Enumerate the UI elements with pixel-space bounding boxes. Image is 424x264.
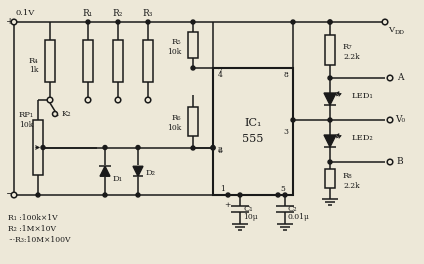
Text: 10μ: 10μ	[243, 213, 258, 221]
Circle shape	[103, 193, 107, 197]
Text: D₂: D₂	[146, 169, 156, 177]
Text: R₁: R₁	[83, 8, 93, 17]
Circle shape	[11, 19, 17, 25]
Circle shape	[328, 76, 332, 80]
Text: R₁ :100k×1V: R₁ :100k×1V	[8, 214, 58, 222]
Polygon shape	[133, 166, 143, 176]
Circle shape	[103, 145, 107, 149]
Text: R₄: R₄	[28, 57, 38, 65]
Text: V₀: V₀	[395, 116, 405, 125]
Bar	[188, 107, 198, 136]
Circle shape	[191, 146, 195, 150]
Circle shape	[86, 20, 90, 24]
Text: IC₁: IC₁	[244, 119, 262, 129]
Text: R₇: R₇	[343, 43, 353, 51]
Circle shape	[11, 192, 17, 198]
Circle shape	[387, 159, 393, 165]
Text: 6: 6	[218, 147, 223, 155]
Circle shape	[41, 145, 45, 149]
Bar	[83, 40, 93, 82]
Text: 3: 3	[284, 128, 288, 135]
Polygon shape	[324, 135, 336, 147]
Text: R₃: R₃	[143, 8, 153, 17]
Text: 2.2k: 2.2k	[343, 182, 360, 190]
Text: 10k: 10k	[167, 48, 181, 56]
Text: R₂ :1M×10V: R₂ :1M×10V	[8, 225, 56, 233]
Text: R₈: R₈	[343, 172, 353, 180]
Text: 10k: 10k	[19, 121, 33, 129]
Text: 2: 2	[218, 147, 223, 154]
Circle shape	[211, 145, 215, 149]
Text: R₂: R₂	[113, 8, 123, 17]
Text: 7: 7	[218, 67, 223, 75]
Circle shape	[211, 146, 215, 150]
Text: DD: DD	[395, 31, 405, 35]
Text: 10k: 10k	[167, 125, 181, 133]
Circle shape	[191, 66, 195, 70]
Text: 1: 1	[220, 185, 226, 193]
Text: C₁: C₁	[243, 205, 253, 213]
Circle shape	[146, 20, 150, 24]
Circle shape	[283, 193, 287, 197]
Circle shape	[47, 97, 53, 103]
Text: 1k: 1k	[29, 66, 38, 74]
Bar	[325, 35, 335, 65]
Text: B: B	[397, 158, 403, 167]
Circle shape	[238, 193, 242, 197]
Circle shape	[328, 160, 332, 164]
Text: +: +	[224, 201, 230, 209]
Polygon shape	[324, 93, 336, 105]
Circle shape	[387, 75, 393, 81]
Text: V: V	[388, 26, 394, 34]
Circle shape	[36, 193, 40, 197]
Text: K₂: K₂	[62, 110, 72, 118]
Bar	[33, 120, 43, 175]
Bar	[143, 40, 153, 82]
Circle shape	[382, 19, 388, 25]
Circle shape	[328, 20, 332, 24]
Text: C₂: C₂	[288, 205, 298, 213]
Circle shape	[115, 97, 121, 103]
Circle shape	[328, 20, 332, 24]
Text: 0.1V: 0.1V	[15, 9, 34, 17]
Bar	[213, 68, 293, 195]
Text: −: −	[6, 191, 14, 200]
Text: +: +	[6, 17, 14, 26]
Text: 5: 5	[281, 185, 285, 193]
Text: 0.01μ: 0.01μ	[288, 213, 310, 221]
Text: 555: 555	[242, 134, 264, 144]
Circle shape	[291, 118, 295, 122]
Text: 4: 4	[218, 71, 223, 79]
Bar	[325, 169, 335, 188]
Circle shape	[328, 118, 332, 122]
Circle shape	[191, 20, 195, 24]
Bar	[113, 40, 123, 82]
Circle shape	[276, 193, 280, 197]
Circle shape	[145, 97, 151, 103]
Circle shape	[136, 145, 140, 149]
Text: ···R₃:10M×100V: ···R₃:10M×100V	[8, 236, 70, 244]
Text: LED₂: LED₂	[352, 134, 374, 142]
Bar	[45, 40, 55, 82]
Circle shape	[291, 20, 295, 24]
Polygon shape	[100, 166, 110, 176]
Circle shape	[53, 111, 58, 116]
Text: RP₁: RP₁	[18, 111, 33, 119]
Text: R₆: R₆	[171, 115, 181, 122]
Text: R₅: R₅	[171, 38, 181, 46]
Text: LED₁: LED₁	[352, 92, 374, 100]
Text: 2.2k: 2.2k	[343, 53, 360, 61]
Circle shape	[226, 193, 230, 197]
Circle shape	[85, 97, 91, 103]
Circle shape	[116, 20, 120, 24]
Text: D₁: D₁	[113, 175, 123, 183]
Text: A: A	[397, 73, 403, 82]
Circle shape	[136, 193, 140, 197]
Bar	[188, 32, 198, 58]
Text: 8: 8	[284, 71, 288, 79]
Circle shape	[387, 117, 393, 123]
